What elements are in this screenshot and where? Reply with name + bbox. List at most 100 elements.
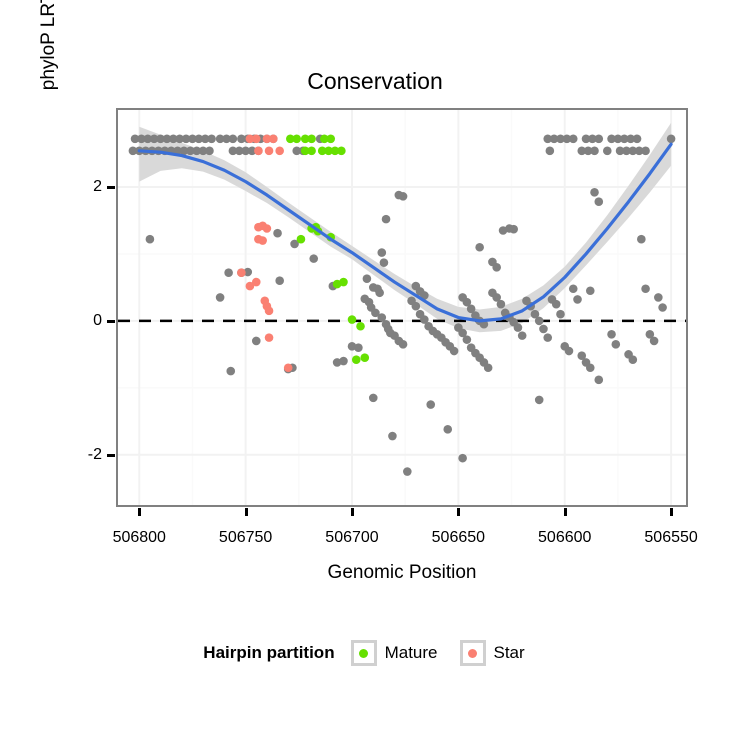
data-point xyxy=(317,146,327,156)
data-point xyxy=(449,346,459,356)
data-point xyxy=(398,340,408,349)
data-point xyxy=(607,134,616,144)
plot-canvas xyxy=(118,110,686,505)
x-tick-label: 506550 xyxy=(644,529,698,546)
data-point xyxy=(588,134,597,144)
x-tick-mark xyxy=(244,508,248,516)
data-point xyxy=(585,286,595,296)
legend-title: Hairpin partition xyxy=(203,643,335,662)
data-point xyxy=(292,146,301,156)
data-point xyxy=(645,329,655,339)
data-point xyxy=(275,276,284,286)
data-point xyxy=(628,355,638,365)
data-point xyxy=(128,146,138,156)
data-point xyxy=(351,355,361,365)
x-tick-label: 506800 xyxy=(112,529,166,546)
y-tick-label: 0 xyxy=(93,311,102,329)
data-point xyxy=(462,335,472,344)
data-point xyxy=(641,146,650,156)
plot-panel[interactable] xyxy=(116,108,688,507)
data-point xyxy=(273,228,282,238)
data-point xyxy=(634,146,644,156)
data-point xyxy=(332,358,342,367)
data-point xyxy=(175,134,184,144)
chart-title: Conservation xyxy=(307,68,443,94)
data-point xyxy=(296,234,306,244)
legend-dot-mature-icon xyxy=(359,648,369,658)
data-point xyxy=(290,239,299,249)
data-point xyxy=(283,363,293,373)
data-point xyxy=(602,146,612,156)
data-point xyxy=(262,134,272,144)
data-point xyxy=(243,267,253,277)
data-point xyxy=(320,134,329,144)
x-tick-mark xyxy=(457,508,461,516)
data-point xyxy=(411,301,421,311)
data-point xyxy=(228,134,238,144)
legend-label-mature: Mature xyxy=(384,643,438,662)
data-point xyxy=(443,425,453,434)
data-point xyxy=(339,277,348,287)
data-point xyxy=(264,146,274,156)
data-point xyxy=(300,134,310,144)
data-point xyxy=(307,134,316,144)
data-point xyxy=(568,134,578,144)
data-point xyxy=(222,134,231,144)
data-point xyxy=(300,146,310,156)
data-point xyxy=(613,134,623,144)
data-point xyxy=(622,146,631,156)
data-point xyxy=(188,134,197,144)
data-point xyxy=(362,274,372,284)
data-point xyxy=(666,134,676,144)
data-point xyxy=(568,284,578,294)
data-point xyxy=(496,299,506,309)
data-point xyxy=(360,353,370,363)
data-point xyxy=(207,134,216,144)
data-point xyxy=(513,323,523,332)
data-point xyxy=(381,214,391,224)
data-point xyxy=(388,431,397,441)
data-point xyxy=(509,224,518,234)
data-point xyxy=(258,236,267,245)
data-point xyxy=(632,134,642,144)
data-point xyxy=(564,346,574,356)
data-point xyxy=(641,284,650,294)
y-tick-mark xyxy=(107,185,115,189)
data-point xyxy=(162,134,172,144)
legend-item-mature[interactable]: Mature xyxy=(350,640,452,666)
data-point xyxy=(234,146,244,156)
data-point xyxy=(637,234,646,244)
data-point xyxy=(551,299,561,309)
data-point xyxy=(615,146,625,156)
data-point xyxy=(241,146,250,156)
data-point xyxy=(200,134,210,144)
legend-item-star[interactable]: Star xyxy=(459,640,539,666)
data-point xyxy=(169,134,178,144)
legend-label-star: Star xyxy=(493,643,525,662)
x-tick-label: 506750 xyxy=(218,529,273,546)
data-point xyxy=(269,134,278,144)
y-axis-title: phyloP LRT conservation scores xyxy=(38,0,60,154)
legend-key-star xyxy=(459,640,486,666)
data-point xyxy=(192,146,202,156)
data-point xyxy=(224,268,233,277)
data-point xyxy=(458,453,467,463)
x-tick-mark xyxy=(351,508,354,516)
data-point xyxy=(198,146,208,156)
x-axis-title: Genomic Position xyxy=(327,562,477,583)
data-point xyxy=(585,363,595,373)
data-point xyxy=(626,134,635,144)
y-tick-label: 2 xyxy=(93,177,102,195)
data-point xyxy=(262,224,272,233)
data-point xyxy=(330,146,340,156)
x-tick-label: 506650 xyxy=(431,529,486,546)
data-point xyxy=(179,146,189,156)
data-point xyxy=(517,331,527,340)
data-point xyxy=(368,393,378,403)
data-point xyxy=(530,309,540,319)
data-point xyxy=(466,304,476,314)
x-tick-label: 506600 xyxy=(538,529,592,546)
data-point xyxy=(254,146,263,156)
data-point xyxy=(145,234,155,244)
